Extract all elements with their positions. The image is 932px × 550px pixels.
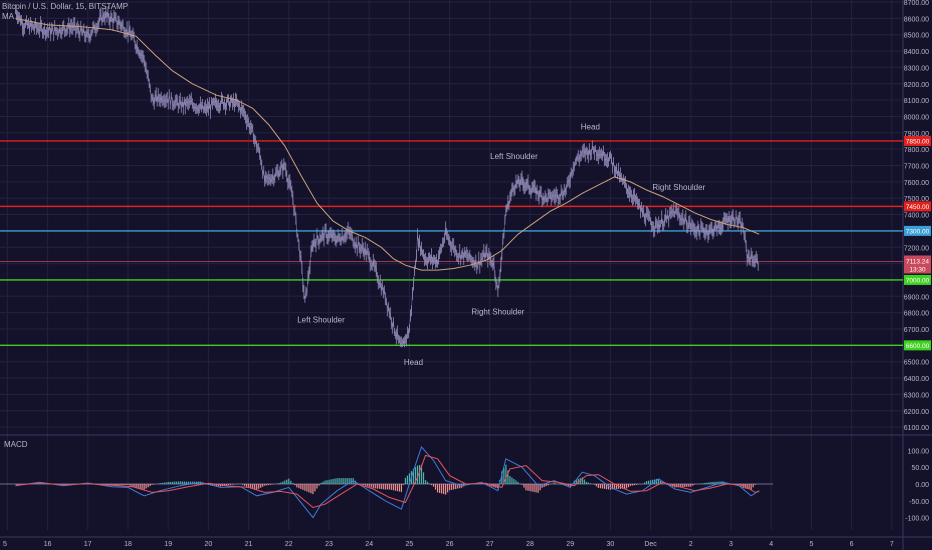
macd-tick-label: 50.00	[911, 465, 929, 472]
ma-indicator-label: MA	[2, 12, 14, 21]
time-tick-label: 30	[607, 541, 615, 548]
time-tick-label: 28	[526, 541, 534, 548]
level-price-tag	[904, 274, 931, 285]
price-tick-label: 7900.00	[904, 131, 929, 138]
price-tick-label: 6800.00	[904, 311, 929, 318]
time-tick-label: 18	[124, 541, 132, 548]
time-tick-label: 19	[164, 541, 172, 548]
moving-average	[15, 17, 760, 271]
pattern-label: Left Shoulder	[490, 152, 538, 161]
price-tick-label: 8400.00	[904, 49, 929, 56]
price-tick-label: 7400.00	[904, 213, 929, 220]
level-price-tag-label: 7000.00	[906, 277, 930, 284]
level-price-tag	[904, 135, 931, 146]
price-tick-label: 7700.00	[904, 164, 929, 171]
price-tick-label: 7800.00	[904, 147, 929, 154]
time-tick-label: 26	[446, 541, 454, 548]
pattern-label: Head	[581, 123, 600, 132]
macd-tick-label: -100.00	[905, 516, 929, 523]
time-tick-label: 23	[325, 541, 333, 548]
price-tick-label: 8700.00	[904, 0, 929, 7]
time-tick-label: 7	[890, 541, 894, 548]
ma-line	[15, 17, 760, 271]
time-tick-label: 16	[44, 541, 52, 548]
level-price-tag	[904, 201, 931, 212]
time-tick-label: 20	[205, 541, 213, 548]
price-tick-label: 6900.00	[904, 294, 929, 301]
price-tick-label: 7500.00	[904, 196, 929, 203]
price-tick-label: 6500.00	[904, 360, 929, 367]
level-price-tag-label: 7450.00	[906, 204, 930, 211]
time-tick-label: Dec	[644, 541, 657, 548]
macd-tick-label: 0.00	[915, 482, 929, 489]
pattern-label: Left Shoulder	[297, 315, 345, 324]
time-tick-label: 27	[486, 541, 494, 548]
time-tick-label: 21	[245, 541, 253, 548]
level-price-tag-label: 7850.00	[906, 138, 930, 145]
macd-indicator-label: MACD	[4, 440, 28, 449]
time-axis[interactable]: 5 16 17 18 19 20 21 22 23 24 25 26 27 28 29 30 Dec 2 3 4 5 6 7	[3, 541, 894, 548]
macd-line	[15, 446, 760, 519]
time-tick-label: 17	[84, 541, 92, 548]
level-price-tag-label: 6600.00	[906, 343, 930, 350]
price-tick-label: 6300.00	[904, 392, 929, 399]
current-price-countdown: 13:30	[909, 266, 926, 273]
level-price-tag	[904, 340, 931, 351]
price-tick-label: 8500.00	[904, 33, 929, 40]
price-tick-label: 8000.00	[904, 114, 929, 121]
pattern-annotations: Left Shoulder Head Right Shoulder Left Shou…	[297, 123, 705, 367]
price-tick-label: 7200.00	[904, 245, 929, 252]
macd-tick-label: -50.00	[909, 499, 929, 506]
price-tick-label: 8600.00	[904, 16, 929, 23]
time-tick-label: 2	[689, 541, 693, 548]
macd-signal-line	[15, 454, 760, 509]
price-tick-label: 7600.00	[904, 180, 929, 187]
chart-title: Bitcoin / U.S. Dollar, 15, BITSTAMP	[2, 2, 129, 11]
pattern-label: Right Shoulder	[652, 183, 705, 192]
time-tick-label: 24	[365, 541, 373, 548]
current-price-tag	[904, 255, 931, 274]
price-tick-label: 8100.00	[904, 98, 929, 105]
level-price-tag	[904, 225, 931, 236]
time-tick-label: 3	[729, 541, 733, 548]
time-tick-label: 25	[406, 541, 414, 548]
time-tick-label: 4	[769, 541, 773, 548]
horizontal-levels[interactable]	[0, 140, 903, 347]
time-tick-label: 6	[850, 541, 854, 548]
price-tick-label: 6200.00	[904, 409, 929, 416]
price-tick-label: 6400.00	[904, 376, 929, 383]
pattern-label: Right Shoulder	[471, 307, 524, 316]
level-price-tag-label: 7300.00	[906, 228, 930, 235]
time-tick-label: 22	[285, 541, 293, 548]
time-tick-label: 5	[3, 541, 7, 548]
price-tick-label: 6700.00	[904, 327, 929, 334]
time-tick-label: 5	[809, 541, 813, 548]
price-line	[15, 10, 759, 345]
macd-tick-label: 100.00	[908, 448, 930, 455]
time-tick-label: 29	[566, 541, 574, 548]
price-tick-label: 8300.00	[904, 65, 929, 72]
price-tick-label: 6100.00	[904, 425, 929, 432]
current-price-label: 7113.24	[906, 258, 929, 265]
price-tick-label: 8200.00	[904, 82, 929, 89]
price-axis[interactable]: 8700.00 8600.00 8500.00 8400.00 8300.00 8200.…	[904, 0, 931, 523]
pattern-label: Head	[404, 358, 423, 367]
macd-pane	[0, 446, 773, 519]
